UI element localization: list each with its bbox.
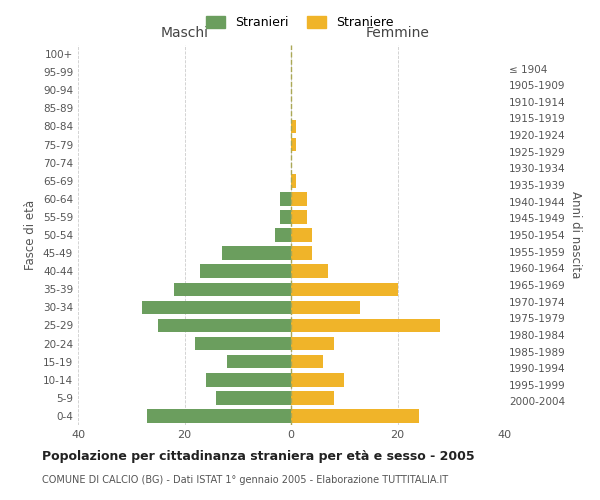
Bar [291, 355, 323, 368]
Text: Femmine: Femmine [365, 26, 430, 40]
Bar [291, 228, 313, 242]
Y-axis label: Fasce di età: Fasce di età [25, 200, 37, 270]
Bar [158, 318, 291, 332]
Legend: Stranieri, Straniere: Stranieri, Straniere [202, 11, 398, 34]
Bar [291, 264, 328, 278]
Bar [291, 192, 307, 205]
Bar [291, 138, 296, 151]
Bar [280, 210, 291, 224]
Bar [291, 210, 307, 224]
Bar [291, 318, 440, 332]
Bar [195, 337, 291, 350]
Text: COMUNE DI CALCIO (BG) - Dati ISTAT 1° gennaio 2005 - Elaborazione TUTTITALIA.IT: COMUNE DI CALCIO (BG) - Dati ISTAT 1° ge… [42, 475, 448, 485]
Bar [275, 228, 291, 242]
Bar [291, 174, 296, 188]
Bar [147, 409, 291, 422]
Bar [280, 192, 291, 205]
Bar [142, 300, 291, 314]
Bar [291, 409, 419, 422]
Bar [291, 282, 398, 296]
Y-axis label: Anni di nascita: Anni di nascita [569, 192, 582, 278]
Bar [291, 300, 360, 314]
Bar [291, 337, 334, 350]
Text: Popolazione per cittadinanza straniera per età e sesso - 2005: Popolazione per cittadinanza straniera p… [42, 450, 475, 463]
Bar [291, 120, 296, 133]
Bar [217, 391, 291, 404]
Bar [200, 264, 291, 278]
Text: Maschi: Maschi [161, 26, 209, 40]
Bar [227, 355, 291, 368]
Bar [291, 391, 334, 404]
Bar [206, 373, 291, 386]
Bar [174, 282, 291, 296]
Bar [222, 246, 291, 260]
Bar [291, 246, 313, 260]
Bar [291, 373, 344, 386]
